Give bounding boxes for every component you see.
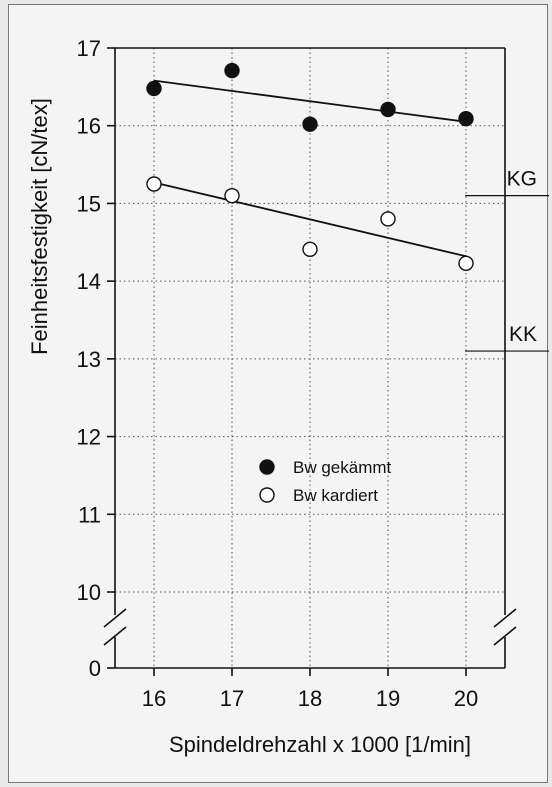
trend-lines	[153, 79, 467, 258]
data-point-series-2-x18	[302, 241, 318, 257]
y-tick-label-14: 14	[77, 269, 101, 294]
axis-break-left-bottom	[103, 626, 127, 646]
axis-break-right-bottom	[493, 626, 517, 646]
y-tick-label-13: 13	[77, 347, 101, 372]
reference-label-kk: KK	[509, 323, 537, 346]
legend-marker-series-2	[259, 487, 275, 503]
data-point-series-1-x17	[224, 62, 240, 79]
x-tick-label-16: 16	[142, 686, 166, 711]
x-tick-label-20: 20	[454, 686, 478, 711]
data-point-series-2-x20	[458, 255, 474, 271]
legend-label-series-2: Bw kardiert	[293, 486, 378, 505]
y-tick-label-10: 10	[77, 580, 101, 605]
data-point-series-1-x19	[380, 101, 396, 118]
y-tick-label-17: 17	[77, 36, 101, 61]
y-tick-label-0: 0	[89, 656, 101, 681]
x-tick-label-18: 18	[298, 686, 322, 711]
y-tick-label-12: 12	[77, 425, 101, 450]
data-points	[146, 62, 474, 271]
grid-lines	[115, 47, 505, 668]
data-point-series-2-x17	[224, 187, 240, 204]
data-point-series-1-x16	[146, 80, 162, 97]
y-tick-label-11: 11	[78, 502, 101, 527]
y-tick-label-16: 16	[77, 114, 101, 139]
trend-line-series-2	[153, 181, 467, 258]
x-axis-title: Spindeldrehzahl x 1000 [1/min]	[169, 732, 471, 757]
data-point-series-2-x19	[380, 211, 396, 227]
x-tick-label-17: 17	[220, 686, 244, 711]
axis-labels: 17 16 15 14 13 12 11 10 0 16 17 18 19 20 Spindeldrehza…	[27, 36, 478, 757]
reference-label-kg: KG	[507, 168, 537, 191]
chart-frame: KG KK Bw gekämmt Bw kardiert 17 16 15 14 13 12 1…	[8, 4, 549, 783]
legend-label-series-1: Bw gekämmt	[293, 458, 392, 477]
reference-lines: KG KK	[465, 168, 549, 352]
legend: Bw gekämmt Bw kardiert	[259, 458, 392, 505]
legend-marker-series-1	[259, 459, 275, 475]
axis-break-left-top	[103, 608, 127, 628]
data-point-series-2-x16	[146, 176, 162, 192]
data-point-series-1-x18	[302, 116, 318, 132]
trend-line-series-1	[153, 79, 467, 123]
y-tick-label-15: 15	[77, 191, 101, 216]
axes	[103, 47, 517, 676]
y-axis-title: Feinheitsfestigkeit [cN/tex]	[27, 98, 52, 355]
axis-break-right-top	[493, 608, 517, 628]
data-point-series-1-x20	[458, 111, 474, 127]
x-tick-label-19: 19	[376, 686, 400, 711]
